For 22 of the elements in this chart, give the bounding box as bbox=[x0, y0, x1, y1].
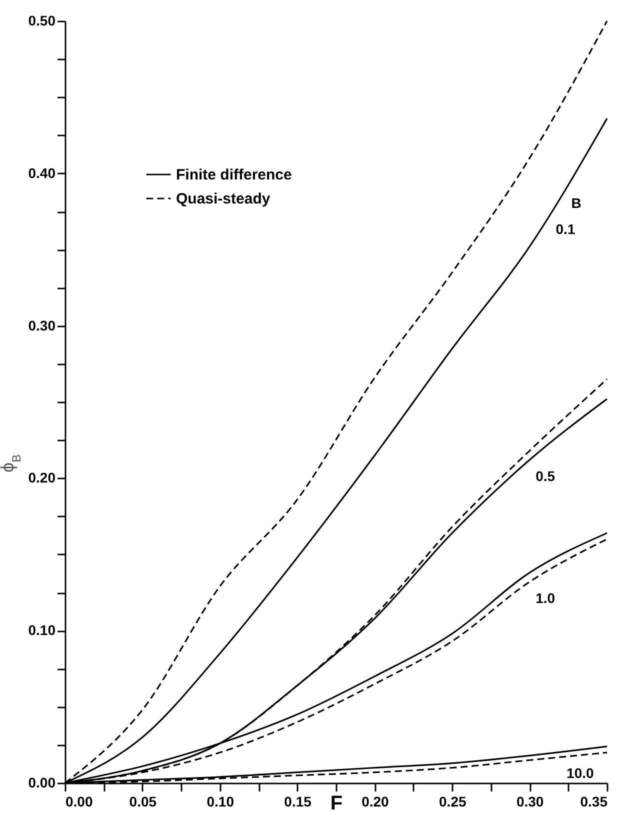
annotation: 1.0 bbox=[536, 590, 556, 606]
y-tick-label: 0.30 bbox=[28, 317, 56, 334]
y-tick-label: 0.50 bbox=[28, 12, 56, 28]
y-tick-label: 0.20 bbox=[28, 470, 56, 486]
annotation: 10.0 bbox=[566, 765, 594, 782]
x-tick-label: 0.10 bbox=[206, 794, 234, 810]
x-tick-label: 0.05 bbox=[129, 794, 157, 810]
annotation: 0.1 bbox=[556, 221, 576, 238]
y-tick-label: 0.10 bbox=[28, 622, 56, 638]
legend-label: Finite difference bbox=[176, 166, 292, 184]
x-tick-label: 0.00 bbox=[66, 794, 93, 810]
x-tick-label: 0.25 bbox=[439, 794, 466, 810]
x-tick-label: 0.30 bbox=[516, 794, 544, 810]
annotation: 0.5 bbox=[536, 468, 556, 484]
y-tick-label: 0.00 bbox=[28, 774, 56, 790]
x-axis-title: F bbox=[330, 792, 343, 814]
y-tick-label: 0.40 bbox=[28, 164, 56, 181]
x-tick-label: 0.20 bbox=[362, 794, 390, 810]
x-tick-label: 0.35 bbox=[580, 794, 608, 810]
annotation: B bbox=[571, 195, 582, 212]
legend-label: Quasi-steady bbox=[176, 190, 271, 208]
x-tick-label: 0.15 bbox=[284, 794, 312, 810]
